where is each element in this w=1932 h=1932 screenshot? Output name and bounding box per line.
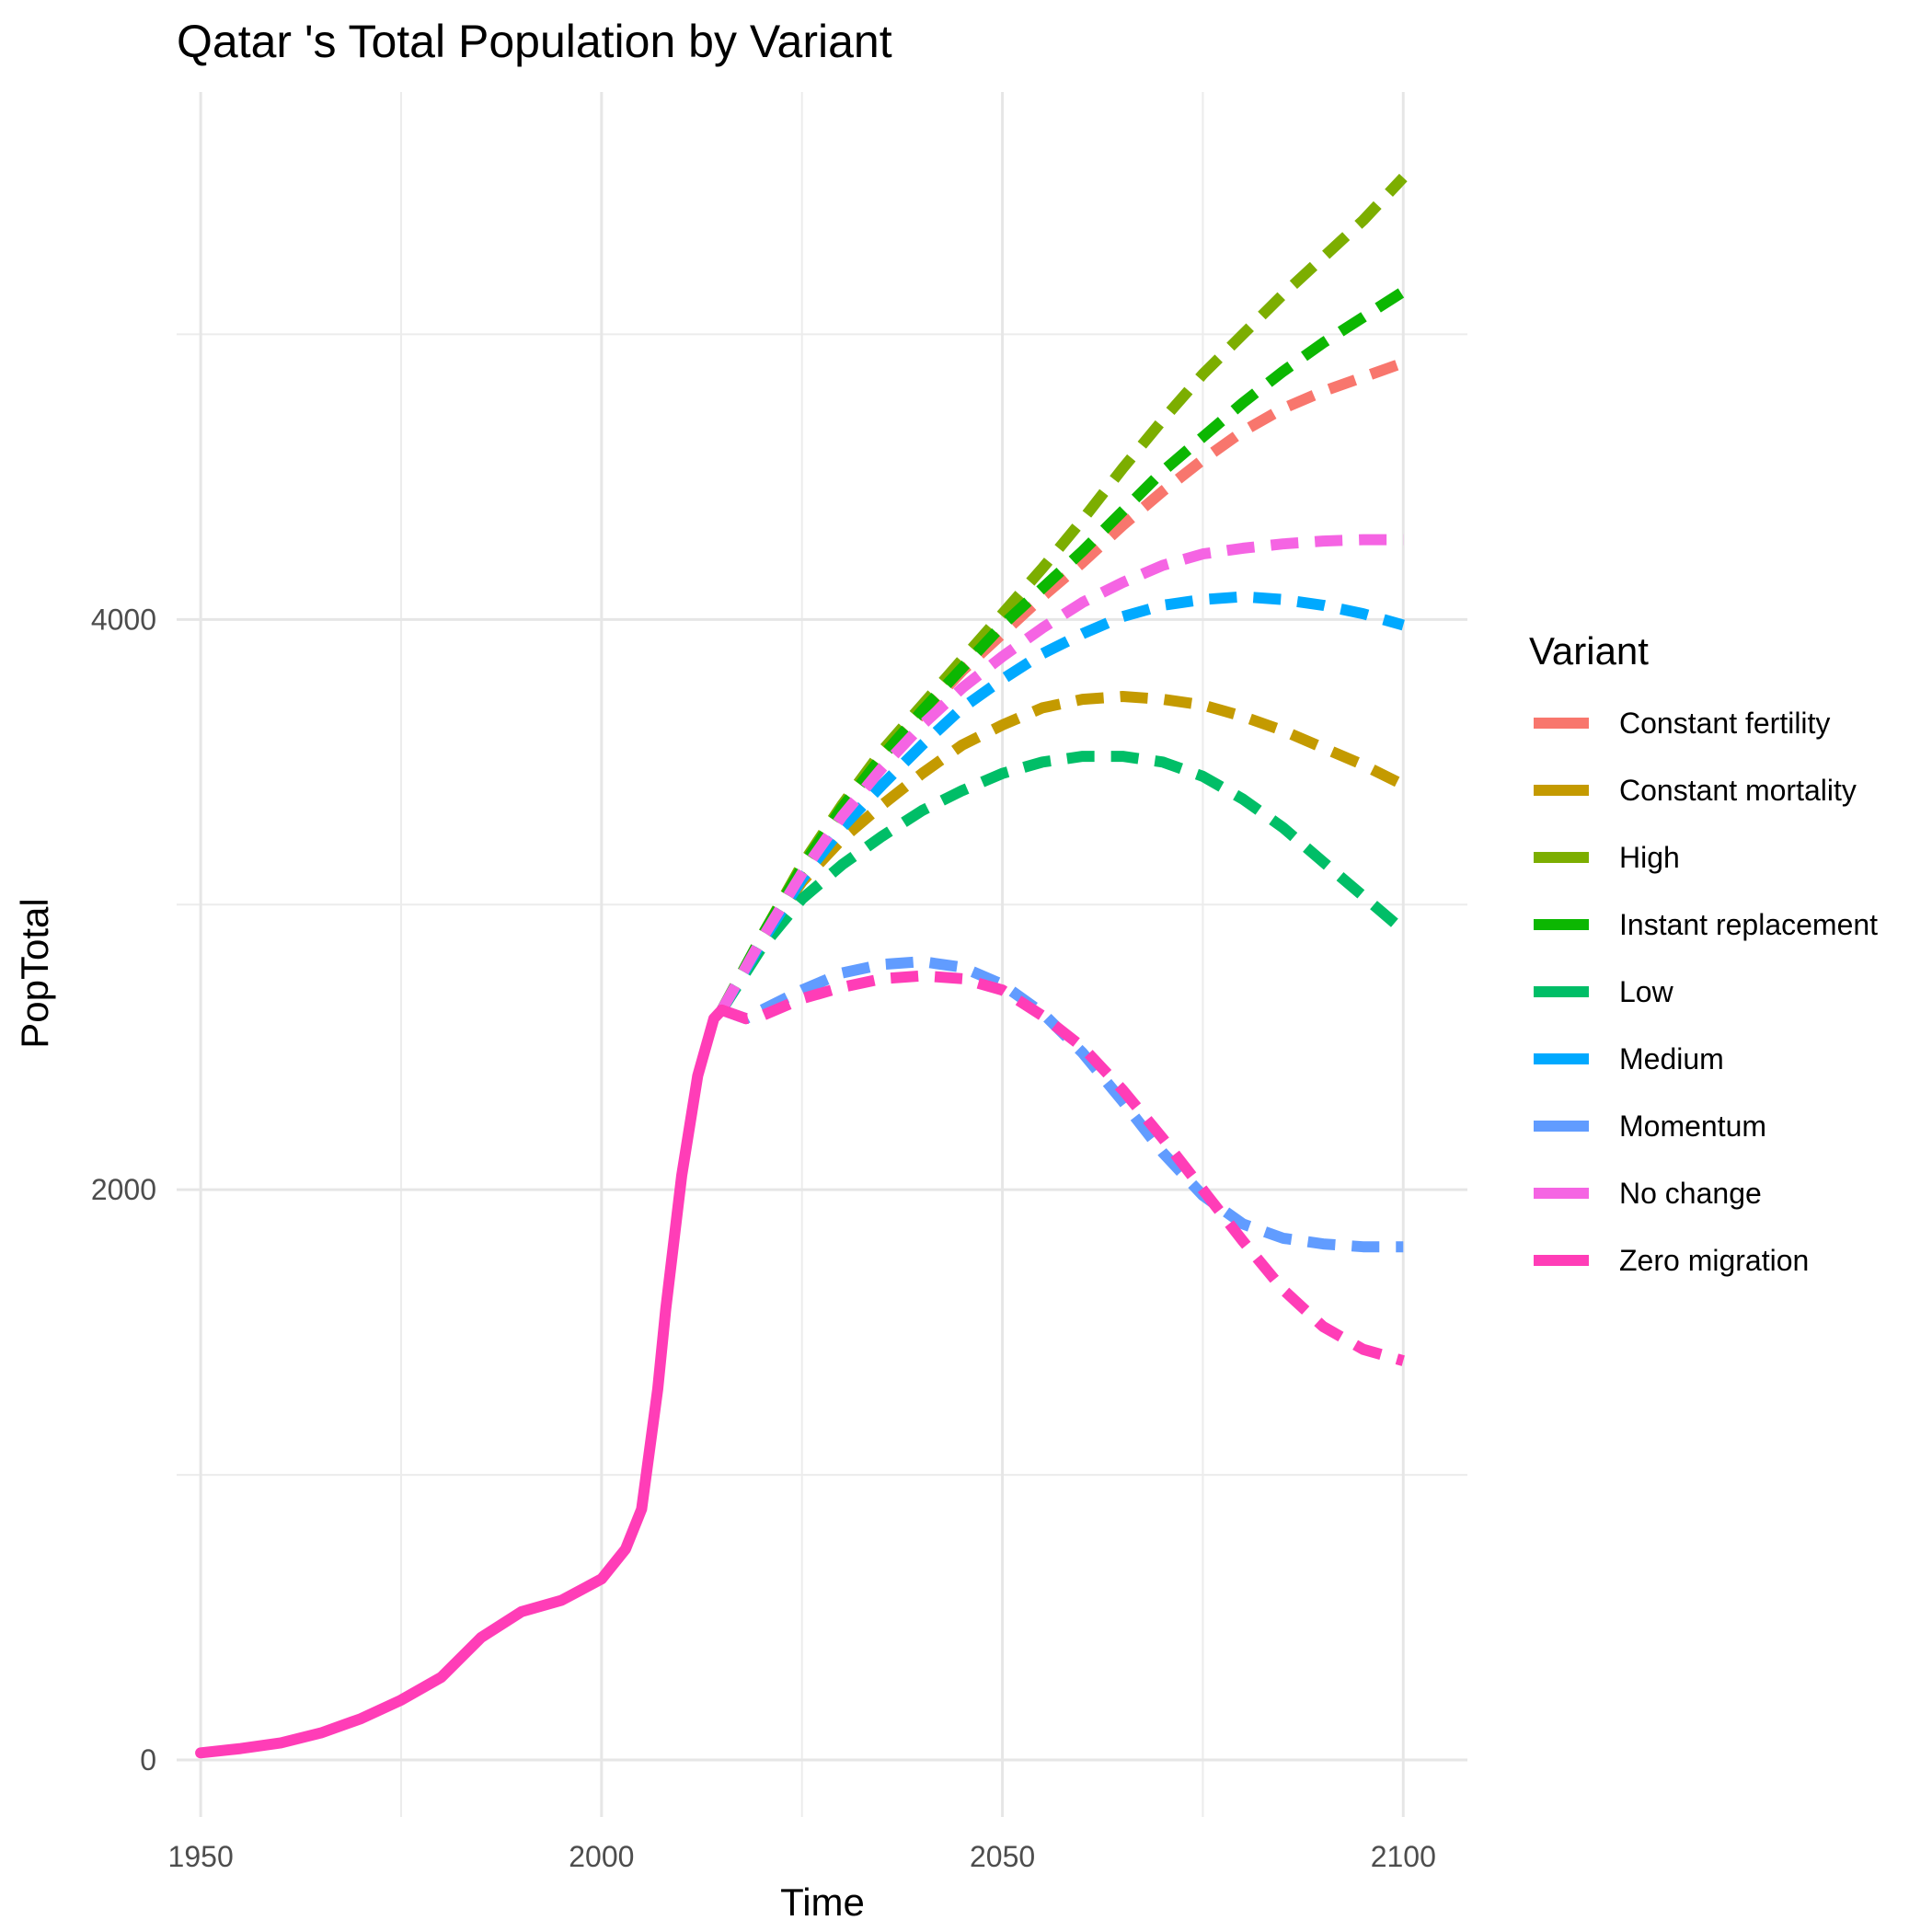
series-line-constant-mortality — [717, 691, 1406, 1013]
legend-items: Constant fertility Constant mortality High… — [1534, 707, 1878, 1277]
y-axis-ticks: 0 2000 4000 — [91, 603, 156, 1777]
legend-label-high: High — [1619, 841, 1680, 874]
x-tick-label: 2000 — [569, 1840, 634, 1873]
series-line-no-change — [717, 534, 1404, 1013]
legend-label-constant-mortality: Constant mortality — [1619, 774, 1857, 807]
y-tick-label: 4000 — [91, 603, 156, 636]
legend-label-constant-fertility: Constant fertility — [1619, 707, 1830, 740]
x-tick-label: 1950 — [168, 1840, 234, 1873]
x-axis-title: Time — [780, 1880, 865, 1924]
series-line-momentum — [719, 956, 1404, 1253]
x-tick-label: 2100 — [1371, 1840, 1436, 1873]
series-line-zero-migration — [719, 970, 1405, 1366]
legend-label-instant-replacement: Instant replacement — [1619, 908, 1878, 941]
series-line-high — [717, 173, 1408, 1013]
legend-label-no-change: No change — [1619, 1177, 1762, 1210]
y-tick-label: 0 — [140, 1743, 156, 1777]
series-line-low — [717, 751, 1408, 1014]
legend-label-low: Low — [1619, 975, 1674, 1008]
y-axis-title: PopTotal — [13, 898, 56, 1048]
legend-label-medium: Medium — [1619, 1042, 1724, 1075]
legend-label-momentum: Momentum — [1619, 1110, 1766, 1143]
legend: Variant Constant fertility Constant morta… — [1529, 629, 1878, 1277]
legend-label-zero-migration: Zero migration — [1619, 1244, 1809, 1277]
series-line-constant-fertility — [717, 357, 1406, 1013]
chart-title: Qatar 's Total Population by Variant — [177, 16, 892, 67]
x-tick-label: 2050 — [970, 1840, 1035, 1873]
plot-lines — [195, 173, 1408, 1759]
x-axis-ticks: 1950 2000 2050 2100 — [168, 1840, 1436, 1873]
legend-title: Variant — [1529, 629, 1649, 673]
grid — [177, 92, 1467, 1817]
series-line-medium — [717, 591, 1405, 1013]
historical-line — [195, 1004, 728, 1759]
y-tick-label: 2000 — [91, 1173, 156, 1206]
